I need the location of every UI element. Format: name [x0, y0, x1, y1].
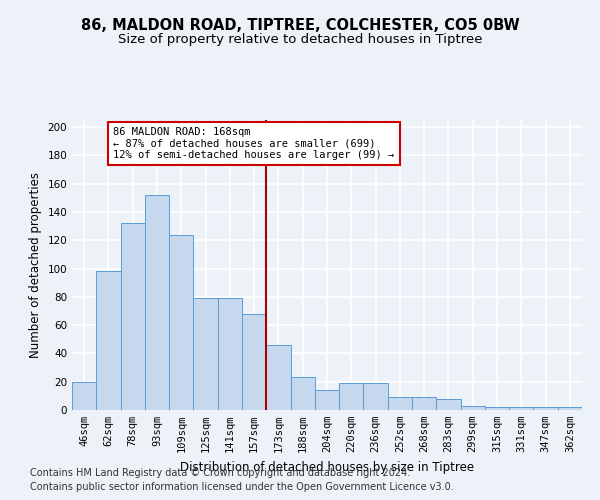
Bar — [72, 382, 96, 410]
Text: Size of property relative to detached houses in Tiptree: Size of property relative to detached ho… — [118, 32, 482, 46]
Text: 86, MALDON ROAD, TIPTREE, COLCHESTER, CO5 0BW: 86, MALDON ROAD, TIPTREE, COLCHESTER, CO… — [80, 18, 520, 32]
Bar — [96, 272, 121, 410]
Y-axis label: Number of detached properties: Number of detached properties — [29, 172, 42, 358]
Bar — [169, 234, 193, 410]
Bar — [388, 398, 412, 410]
Bar — [509, 407, 533, 410]
Bar — [121, 224, 145, 410]
Bar — [412, 398, 436, 410]
Bar — [242, 314, 266, 410]
Text: Contains HM Land Registry data © Crown copyright and database right 2024.: Contains HM Land Registry data © Crown c… — [30, 468, 410, 477]
Bar — [461, 406, 485, 410]
Bar — [485, 407, 509, 410]
Text: 86 MALDON ROAD: 168sqm
← 87% of detached houses are smaller (699)
12% of semi-de: 86 MALDON ROAD: 168sqm ← 87% of detached… — [113, 127, 395, 160]
Bar — [290, 378, 315, 410]
Bar — [266, 345, 290, 410]
Text: Contains public sector information licensed under the Open Government Licence v3: Contains public sector information licen… — [30, 482, 454, 492]
Bar — [364, 383, 388, 410]
Bar — [145, 195, 169, 410]
Bar — [193, 298, 218, 410]
Bar — [315, 390, 339, 410]
Bar — [558, 407, 582, 410]
X-axis label: Distribution of detached houses by size in Tiptree: Distribution of detached houses by size … — [180, 460, 474, 473]
Bar — [339, 383, 364, 410]
Bar — [533, 407, 558, 410]
Bar — [436, 398, 461, 410]
Bar — [218, 298, 242, 410]
